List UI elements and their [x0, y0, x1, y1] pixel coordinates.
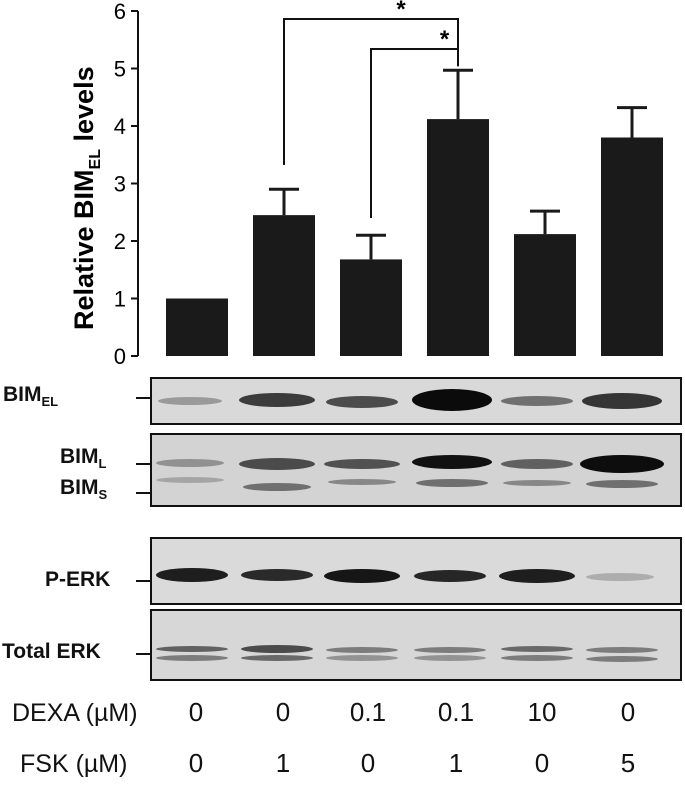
bar — [601, 137, 663, 356]
condition-value: 1 — [275, 748, 291, 778]
condition-label-dexa: DEXA (µM) — [12, 699, 138, 727]
y-axis-label-main: Relative BIM — [69, 169, 99, 330]
y-tick-label: 2 — [114, 229, 126, 254]
y-tick-label: 6 — [114, 0, 126, 24]
blot-label-bim-l: BIML — [60, 445, 107, 471]
band-marker — [136, 653, 150, 655]
condition-value: 0 — [620, 697, 636, 727]
y-axis-label-suffix: levels — [69, 66, 99, 149]
condition-value: 0 — [188, 697, 204, 727]
band-marker — [136, 463, 150, 465]
significance-bracket — [370, 48, 459, 218]
band-marker — [136, 492, 150, 494]
blot-total-erk — [150, 609, 682, 681]
bar — [427, 119, 489, 356]
bar — [340, 259, 402, 356]
blot-label-p-erk: P-ERK — [45, 568, 111, 591]
band-marker — [136, 580, 150, 582]
condition-value: 0.1 — [437, 697, 475, 727]
y-tick-label: 4 — [114, 114, 126, 139]
significance-bracket — [283, 18, 459, 165]
condition-label-fsk: FSK (µM) — [20, 750, 128, 778]
condition-value: 1 — [448, 748, 464, 778]
condition-row-fsk: FSK (µM) 0 1 0 1 0 5 — [0, 748, 685, 786]
condition-value: 0.1 — [349, 697, 387, 727]
blot-p-erk — [150, 537, 682, 605]
bar — [253, 215, 315, 356]
bar — [166, 298, 228, 356]
condition-row-dexa: DEXA (µM) 0 0 0.1 0.1 10 0 — [0, 697, 685, 737]
band-marker — [136, 397, 150, 399]
y-tick-label: 3 — [114, 172, 126, 197]
y-tick-label: 1 — [114, 287, 126, 312]
condition-value: 5 — [620, 748, 636, 778]
blot-label-total-erk: Total ERK — [2, 640, 101, 663]
condition-value: 0 — [275, 697, 291, 727]
blot-label-bim-s: BIMS — [60, 476, 108, 502]
significance-label: * — [396, 0, 406, 23]
y-axis-label-subscript: EL — [87, 149, 104, 170]
bar-chart: Relative BIMEL levels 0 1 2 3 4 5 6 * * — [69, 0, 663, 369]
condition-value: 0 — [188, 748, 204, 778]
significance-label: * — [440, 26, 450, 53]
condition-value: 0 — [360, 748, 376, 778]
y-tick-label: 0 — [114, 344, 126, 369]
bar — [514, 234, 576, 356]
condition-value: 0 — [534, 748, 550, 778]
y-axis-label: Relative BIMEL levels — [69, 66, 104, 330]
y-tick-label: 5 — [114, 57, 126, 82]
blot-bim-el — [150, 377, 682, 425]
blot-label-bim-el: BIMEL — [3, 383, 59, 409]
blot-bim-l-s — [150, 433, 682, 507]
condition-value: 10 — [527, 697, 557, 727]
